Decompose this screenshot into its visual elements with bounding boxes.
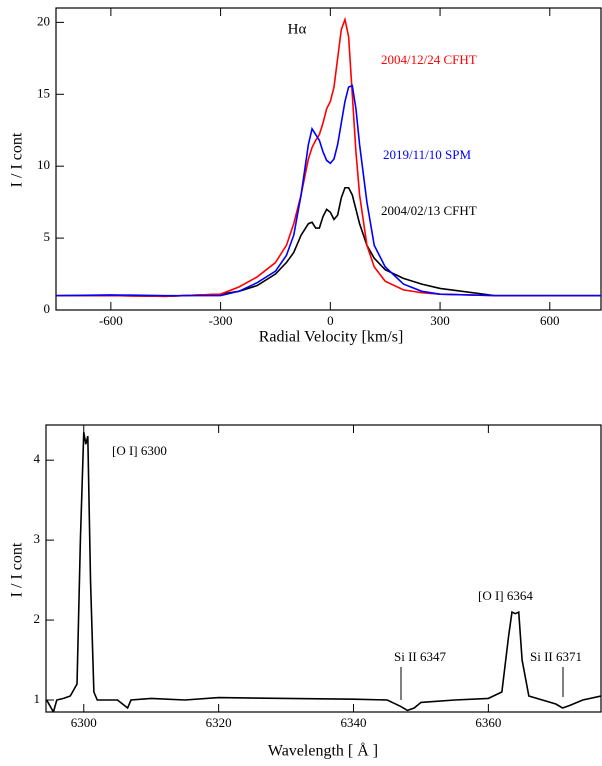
series-line <box>46 432 601 712</box>
y-axis-label: I / I cont <box>9 132 26 187</box>
annotation: [O I] 6300 <box>112 443 167 458</box>
x-tick-label: 600 <box>540 313 560 328</box>
series-label: 2004/02/13 CFHT <box>381 203 477 218</box>
x-tick-label: 6340 <box>341 715 367 730</box>
x-axis-label: Radial Velocity [km/s] <box>259 329 404 346</box>
chart-title: Hα <box>288 21 307 37</box>
y-tick-label: 0 <box>44 301 51 316</box>
annotation: Si II 6371 <box>530 649 582 664</box>
y-tick-label: 3 <box>34 531 41 546</box>
series-label: 2004/12/24 CFHT <box>381 52 477 67</box>
plot-frame <box>45 424 602 713</box>
x-tick-label: 300 <box>430 313 450 328</box>
x-tick-label: 6320 <box>206 715 232 730</box>
series-label: 2019/11/10 SPM <box>383 147 471 162</box>
y-axis-label: I / I cont <box>9 542 26 597</box>
y-tick-label: 15 <box>37 85 50 100</box>
plot-frame <box>55 7 602 311</box>
y-tick-label: 2 <box>34 611 41 626</box>
x-tick-label: 0 <box>327 313 334 328</box>
annotation: [O I] 6364 <box>478 588 533 603</box>
y-tick-label: 10 <box>37 157 50 172</box>
series-line <box>56 186 601 298</box>
y-tick-label: 4 <box>34 451 41 466</box>
y-tick-label: 20 <box>37 13 50 28</box>
x-tick-label: 6300 <box>71 715 97 730</box>
annotation: Si II 6347 <box>394 649 447 664</box>
x-tick-label: 6360 <box>475 715 501 730</box>
y-tick-label: 1 <box>34 691 41 706</box>
x-tick-label: -600 <box>99 313 123 328</box>
series-line <box>56 84 601 297</box>
y-tick-label: 5 <box>44 229 51 244</box>
series-line <box>56 16 601 298</box>
x-tick-label: -300 <box>209 313 233 328</box>
x-axis-label: Wavelength [ Å ] <box>268 742 378 760</box>
